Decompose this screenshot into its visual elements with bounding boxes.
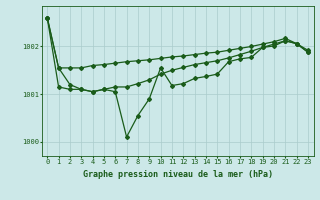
- X-axis label: Graphe pression niveau de la mer (hPa): Graphe pression niveau de la mer (hPa): [83, 170, 273, 179]
